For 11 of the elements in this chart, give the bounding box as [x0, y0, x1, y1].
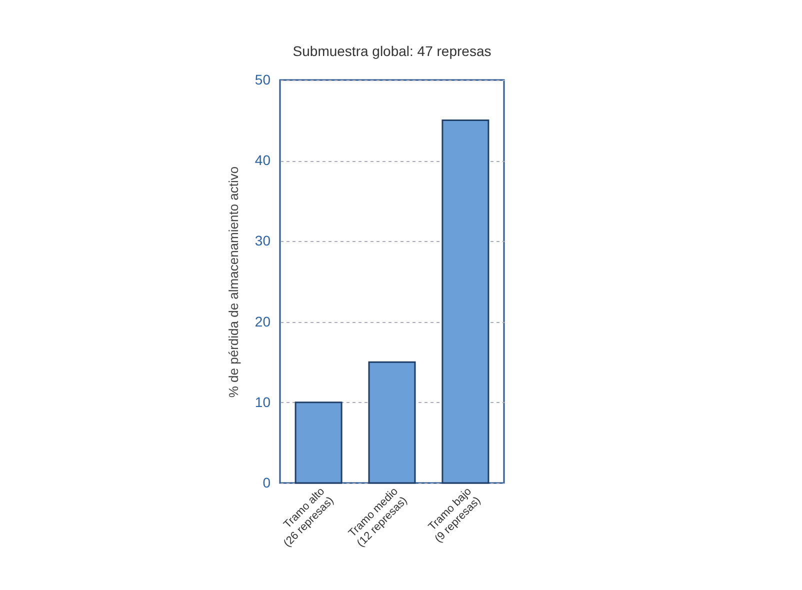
- y-tick-label: 20: [254, 313, 271, 330]
- bar: [294, 402, 342, 484]
- y-tick-label: 10: [254, 394, 271, 410]
- y-tick-label: 40: [254, 152, 271, 168]
- y-tick-label: 30: [254, 232, 271, 249]
- bar: [368, 361, 416, 484]
- chart-title: Submuestra global: 47 represas: [292, 43, 492, 59]
- y-axis-title: % de pérdida de almacenamiento activo: [226, 166, 241, 398]
- bar: [442, 120, 490, 484]
- y-tick-label: 50: [254, 72, 271, 88]
- y-tick-label: 0: [262, 474, 271, 490]
